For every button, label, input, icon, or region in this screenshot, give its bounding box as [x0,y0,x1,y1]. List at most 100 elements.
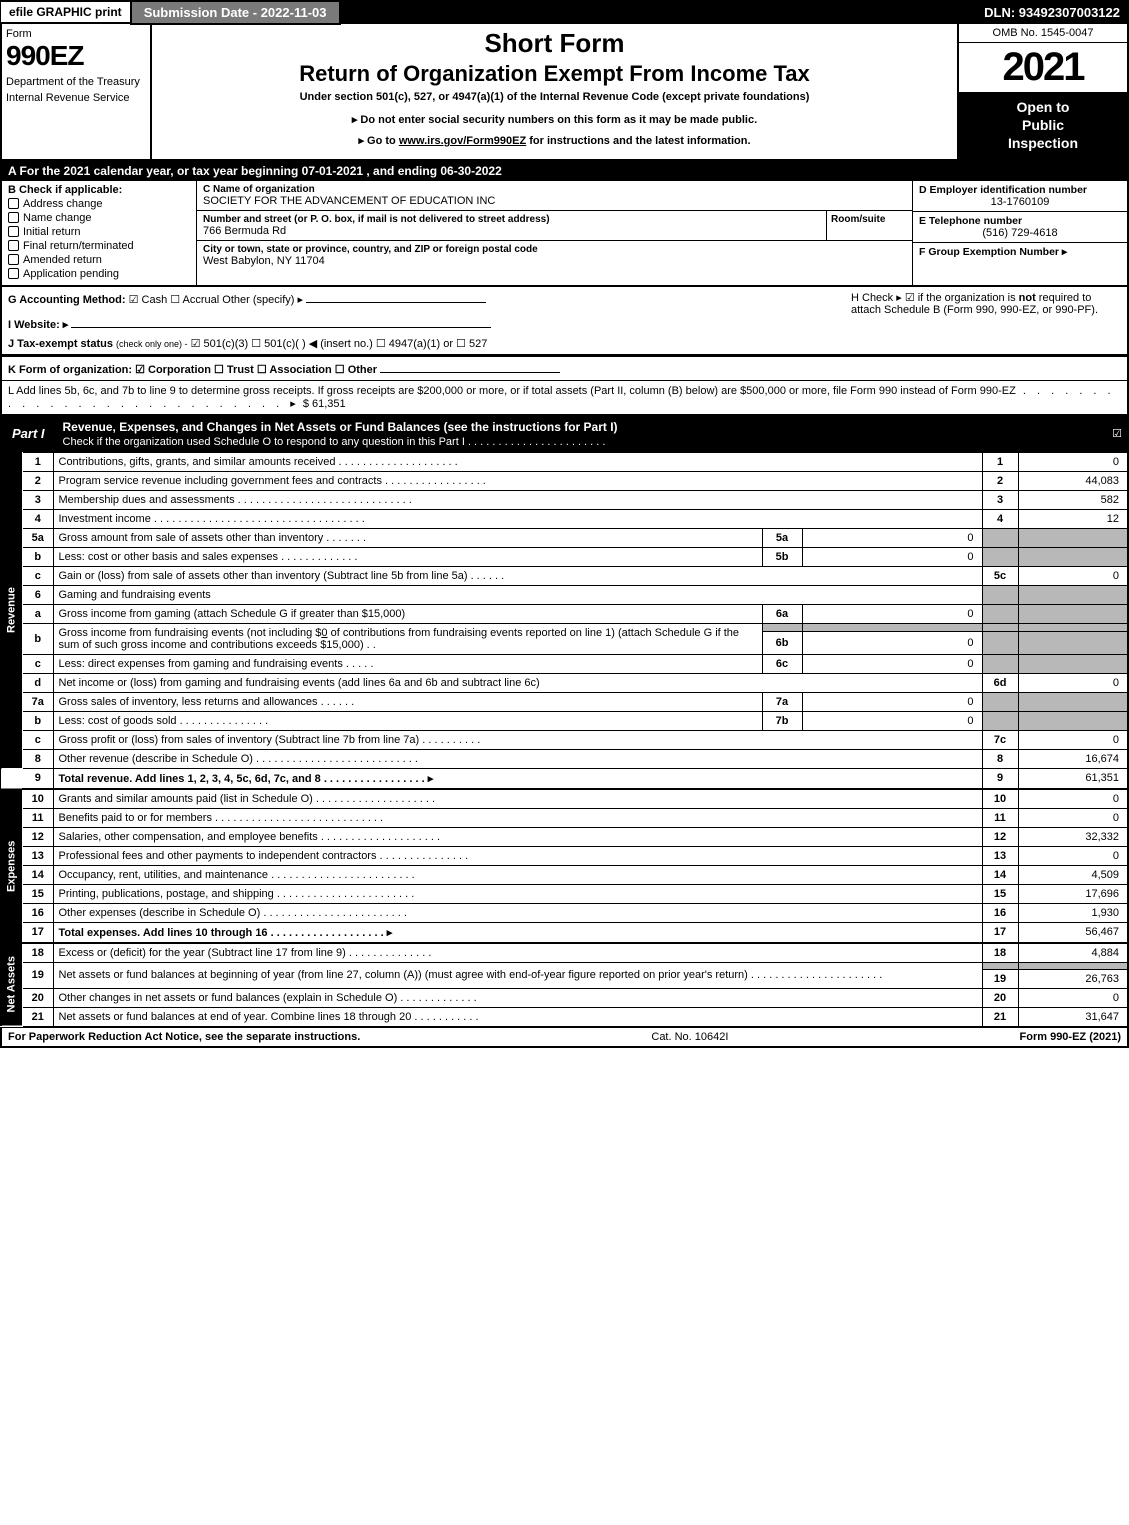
line-20: 20 Other changes in net assets or fund b… [1,988,1128,1007]
shade [1018,631,1128,654]
line-9: 9 Total revenue. Add lines 1, 2, 3, 4, 5… [1,768,1128,789]
val: 0 [1018,988,1128,1007]
org-name-label: C Name of organization [203,184,495,195]
part1-subtitle: Check if the organization used Schedule … [63,436,606,448]
box: 11 [982,808,1018,827]
line-12: 12 Salaries, other compensation, and emp… [1,827,1128,846]
line-11: 11 Benefits paid to or for members . . .… [1,808,1128,827]
g-options: ☑ Cash ☐ Accrual Other (specify) ▸ [129,294,303,306]
row-ghij: G Accounting Method: ☑ Cash ☐ Accrual Ot… [0,287,1129,356]
dept-irs: Internal Revenue Service [6,92,146,104]
address-value: 766 Bermuda Rd [203,225,822,237]
short-form-title: Short Form [162,28,947,59]
chk-final-return[interactable]: Final return/terminated [8,240,190,252]
desc: Program service revenue including govern… [53,471,982,490]
row-j: J Tax-exempt status (check only one) - ☑… [8,337,811,350]
shade [1018,604,1128,623]
desc: Contributions, gifts, grants, and simila… [53,452,982,471]
ln: 21 [23,1007,53,1026]
left-gij: G Accounting Method: ☑ Cash ☐ Accrual Ot… [8,291,811,350]
checkbox-icon [8,212,19,223]
address-label: Number and street (or P. O. box, if mail… [203,214,822,225]
desc: Other changes in net assets or fund bala… [53,988,982,1007]
box: 21 [982,1007,1018,1026]
line-6c: c Less: direct expenses from gaming and … [1,654,1128,673]
sub: 7a [762,692,802,711]
desc: Net assets or fund balances at beginning… [53,962,982,988]
val: 12 [1018,509,1128,528]
desc: Gaming and fundraising events [53,585,982,604]
desc: Net assets or fund balances at end of ye… [53,1007,982,1026]
box: 3 [982,490,1018,509]
chk-label: Amended return [23,254,102,266]
subval: 0 [802,654,982,673]
ln: 19 [23,962,53,988]
cat-no: Cat. No. 10642I [360,1031,1019,1043]
shade [762,623,802,631]
group-exemption-label: F Group Exemption Number ▸ [919,246,1121,258]
checkbox-icon [8,268,19,279]
chk-address-change[interactable]: Address change [8,198,190,210]
desc: Occupancy, rent, utilities, and maintena… [53,865,982,884]
desc: Printing, publications, postage, and shi… [53,884,982,903]
line-6d: d Net income or (loss) from gaming and f… [1,673,1128,692]
k-other-input[interactable] [380,361,560,373]
l-text: L Add lines 5b, 6c, and 7b to line 9 to … [8,385,1016,397]
org-name-value: SOCIETY FOR THE ADVANCEMENT OF EDUCATION… [203,195,495,207]
box: 16 [982,903,1018,922]
desc: Benefits paid to or for members . . . . … [53,808,982,827]
j-small: (check only one) - [116,339,188,349]
city-label: City or town, state or province, country… [203,244,538,255]
chk-application-pending[interactable]: Application pending [8,268,190,280]
section-a-tax-year: A For the 2021 calendar year, or tax yea… [0,161,1129,181]
l-value: $ 61,351 [303,398,346,410]
row-g: G Accounting Method: ☑ Cash ☐ Accrual Ot… [8,291,811,306]
g-other-input[interactable] [306,291,486,303]
shade [1018,585,1128,604]
box-d: D Employer identification number 13-1760… [913,181,1127,212]
ln: 17 [23,922,53,943]
shade [1018,692,1128,711]
ln: b [23,711,53,730]
k-text: K Form of organization: ☑ Corporation ☐ … [8,364,377,376]
val: 0 [1018,789,1128,809]
shade [1018,654,1128,673]
row-i: I Website: ▸ [8,316,811,331]
ln: 14 [23,865,53,884]
website-input[interactable] [71,316,491,328]
line-6: 6 Gaming and fundraising events [1,585,1128,604]
line-19a: 19 Net assets or fund balances at beginn… [1,962,1128,969]
checkbox-icon [8,198,19,209]
part1-header: Part I Revenue, Expenses, and Changes in… [0,416,1129,452]
efile-print-button[interactable]: efile GRAPHIC print [1,2,130,22]
netassets-side-label: Net Assets [1,943,23,1027]
shade [982,604,1018,623]
chk-initial-return[interactable]: Initial return [8,226,190,238]
box: 8 [982,749,1018,768]
chk-label: Final return/terminated [23,240,134,252]
chk-amended-return[interactable]: Amended return [8,254,190,266]
line-7a: 7a Gross sales of inventory, less return… [1,692,1128,711]
chk-name-change[interactable]: Name change [8,212,190,224]
dept-treasury: Department of the Treasury [6,76,146,88]
box: 1 [982,452,1018,471]
line-5a: 5a Gross amount from sale of assets othe… [1,528,1128,547]
part1-check[interactable]: ☑ [1107,427,1127,440]
shade [982,631,1018,654]
box-b-label: B Check if applicable: [8,184,190,196]
goto-link[interactable]: www.irs.gov/Form990EZ [399,135,526,147]
ein-value: 13-1760109 [919,196,1121,208]
sub: 5a [762,528,802,547]
shade [802,623,982,631]
city-row: City or town, state or province, country… [197,241,912,270]
ln: 5a [23,528,53,547]
ln: 18 [23,943,53,963]
box: 7c [982,730,1018,749]
phone-label: E Telephone number [919,215,1121,227]
return-title: Return of Organization Exempt From Incom… [162,61,947,87]
line-13: 13 Professional fees and other payments … [1,846,1128,865]
shade [982,623,1018,631]
part1-title: Revenue, Expenses, and Changes in Net As… [55,416,1107,452]
val: 56,467 [1018,922,1128,943]
row-l: L Add lines 5b, 6c, and 7b to line 9 to … [0,380,1129,416]
